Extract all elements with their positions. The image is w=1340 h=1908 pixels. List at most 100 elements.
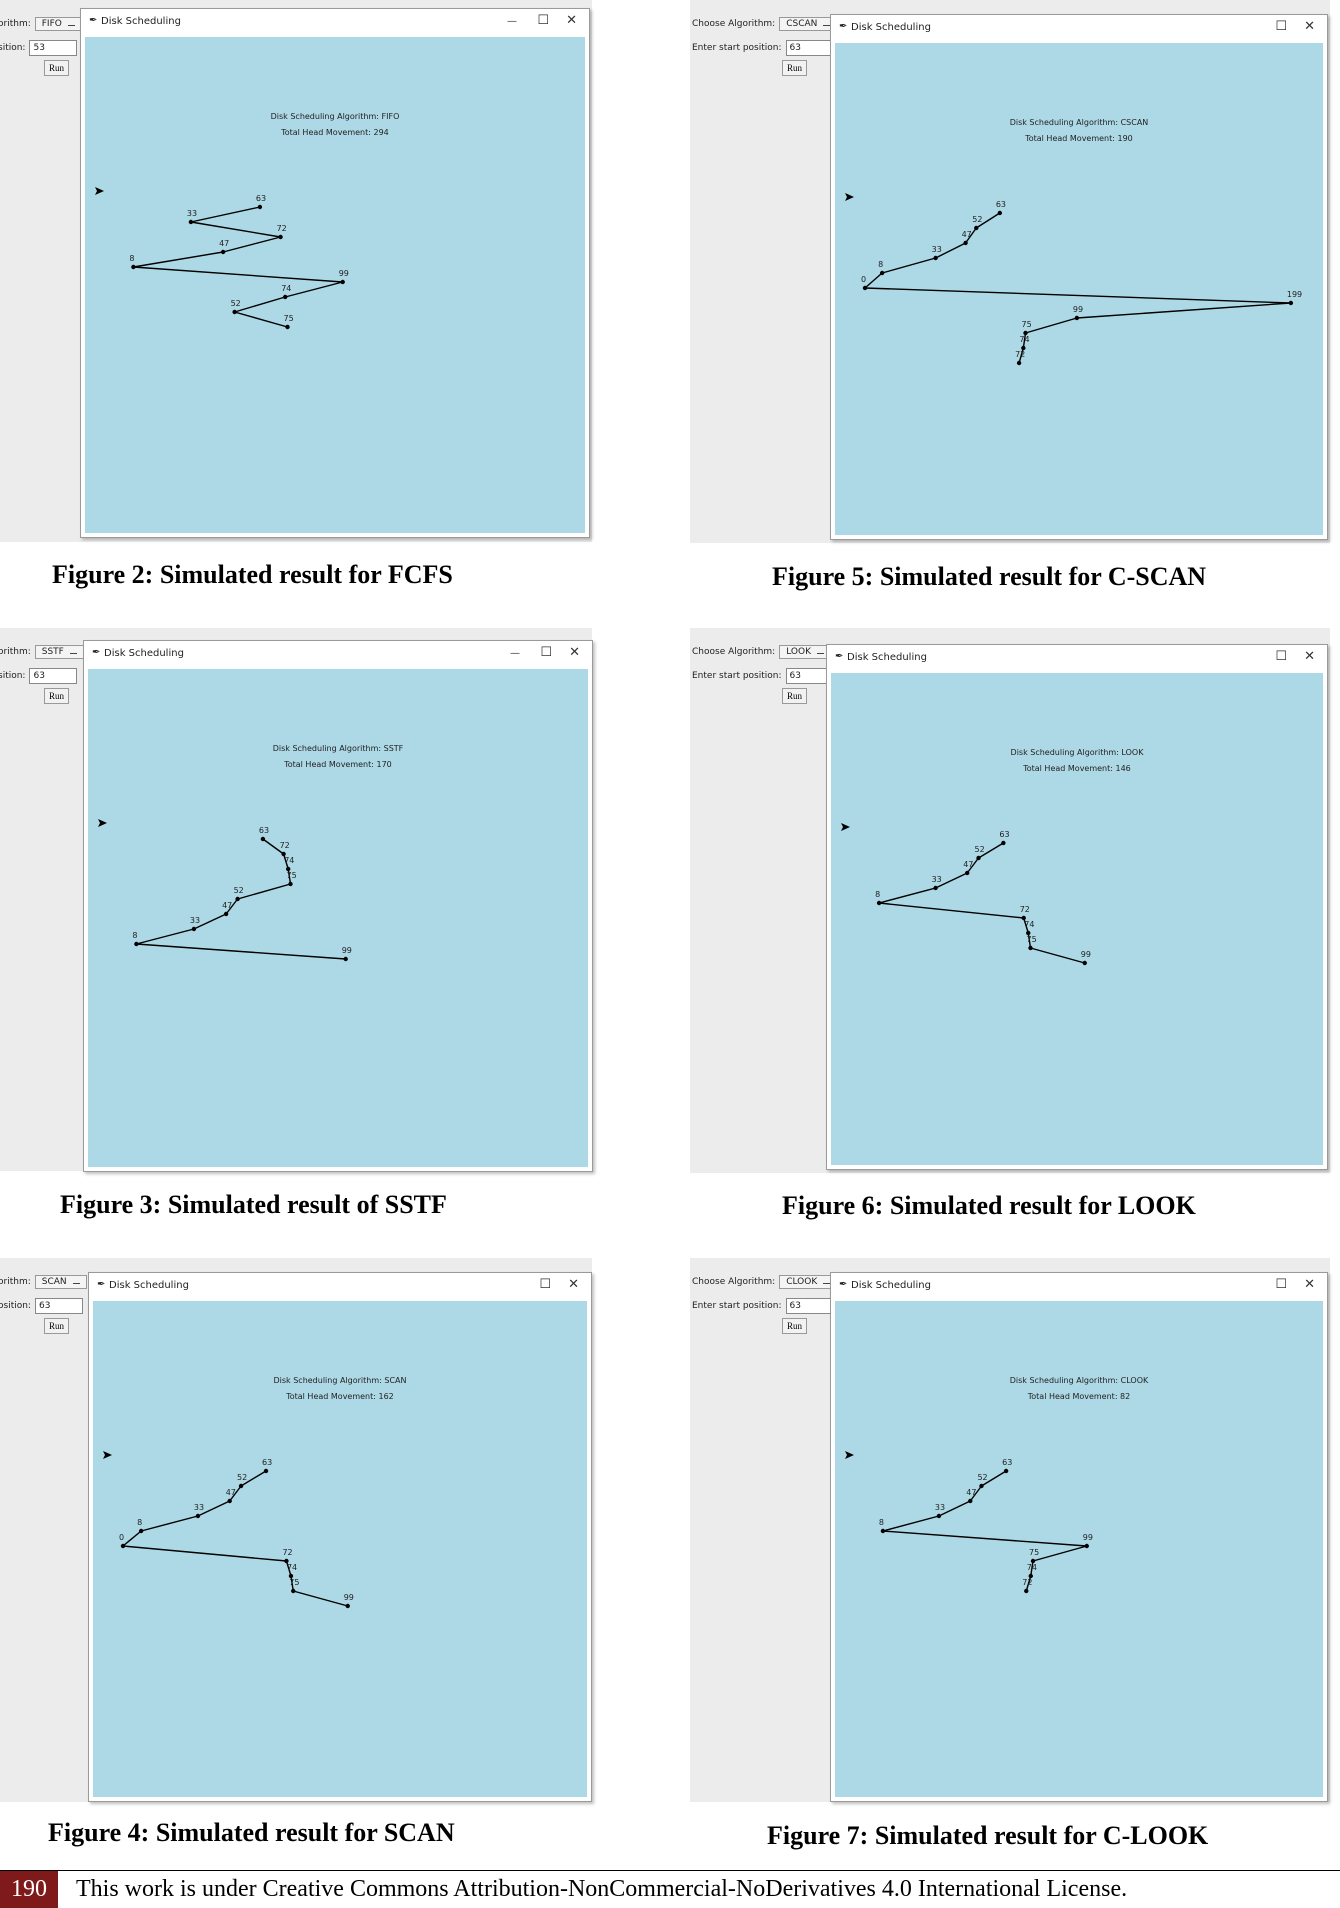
start-position-label: Enter start position: <box>692 43 782 53</box>
window-titlebar: ✒ Disk Scheduling — ☐ ✕ <box>81 9 589 35</box>
head-movement-segment <box>879 902 1024 919</box>
maximize-button[interactable]: ☐ <box>539 1277 551 1292</box>
close-button[interactable]: ✕ <box>568 1277 579 1292</box>
request-point <box>195 1513 201 1519</box>
point-label: 99 <box>1083 1533 1093 1542</box>
head-movement-segment <box>122 1530 142 1547</box>
point-label: 52 <box>972 215 982 224</box>
window-title: Disk Scheduling <box>851 22 931 33</box>
chart-subtitle: Total Head Movement: 294 <box>280 128 389 137</box>
chart-subtitle: Total Head Movement: 162 <box>285 1392 394 1401</box>
maximize-button[interactable]: ☐ <box>537 13 549 28</box>
feather-icon: ✒ <box>839 21 848 32</box>
head-movement-segment <box>1018 347 1025 364</box>
algorithm-select[interactable]: CSCAN <box>779 17 838 31</box>
head-movement-segment <box>293 1590 348 1607</box>
start-position-input[interactable]: 63 <box>785 40 834 56</box>
disk-scheduling-window: ✒ Disk Scheduling — ☐ ✕ Disk Scheduling Algor… <box>80 8 590 538</box>
head-movement-segment <box>1027 932 1032 949</box>
head-movement-segment <box>1032 1545 1087 1562</box>
point-label: 72 <box>282 1548 292 1557</box>
run-button[interactable]: Run <box>44 1318 70 1334</box>
start-position-input[interactable]: 63 <box>29 668 78 684</box>
request-point <box>232 309 237 315</box>
disk-scheduling-window: ✒ Disk Scheduling ☐ ✕ Disk Scheduling Algori… <box>826 644 1328 1170</box>
close-button[interactable]: ✕ <box>566 13 577 28</box>
algorithm-select[interactable]: CLOOK <box>779 1275 838 1289</box>
algorithm-row: orithm: SCAN <box>0 1275 87 1289</box>
close-button[interactable]: ✕ <box>1304 1277 1315 1292</box>
request-point <box>933 255 938 261</box>
request-point <box>284 1558 289 1564</box>
disk-scheduling-window: ✒ Disk Scheduling ☐ ✕ Disk Scheduling Algori… <box>88 1272 592 1802</box>
run-button[interactable]: Run <box>782 60 808 76</box>
head-movement-segment <box>190 221 281 238</box>
close-button[interactable]: ✕ <box>569 645 580 660</box>
algorithm-select[interactable]: SCAN <box>34 1275 87 1289</box>
head-movement-segment <box>193 913 227 930</box>
plot-canvas: Disk Scheduling Algorithm: SCAN Total Hea… <box>93 1301 587 1797</box>
request-point <box>227 1498 232 1504</box>
point-label: 0 <box>119 1533 124 1542</box>
request-point <box>1003 1468 1009 1474</box>
head-movement-segment <box>864 272 883 289</box>
start-position-input[interactable]: 63 <box>34 1298 83 1314</box>
figure-caption: Figure 7: Simulated result for C-LOOK <box>767 1821 1209 1850</box>
point-label: 99 <box>344 1593 354 1602</box>
head-movement-segment <box>882 1530 1087 1547</box>
maximize-button[interactable]: ☐ <box>1275 649 1287 664</box>
maximize-button[interactable]: ☐ <box>1275 1277 1287 1292</box>
head-movement-segment <box>136 943 346 960</box>
start-position-input[interactable]: 53 <box>29 40 78 56</box>
start-position-input[interactable]: 63 <box>785 1298 834 1314</box>
point-label: 8 <box>132 931 137 940</box>
point-label: 74 <box>287 1563 297 1572</box>
point-label: 47 <box>219 239 229 248</box>
point-label: 75 <box>1022 320 1032 329</box>
disk-scheduling-window: ✒ Disk Scheduling ☐ ✕ Disk Scheduling Algori… <box>830 14 1328 540</box>
run-button[interactable]: Run <box>44 688 70 704</box>
algorithm-select[interactable]: LOOK <box>779 645 831 659</box>
close-button[interactable]: ✕ <box>1304 649 1315 664</box>
start-position-label: sition: <box>0 671 26 681</box>
request-point <box>257 204 263 210</box>
feather-icon: ✒ <box>97 1279 106 1290</box>
minimize-button[interactable]: — <box>507 16 517 27</box>
algorithm-select[interactable]: FIFO <box>34 17 82 31</box>
disk-scheduling-window: ✒ Disk Scheduling — ☐ ✕ Disk Scheduling Algor… <box>83 640 593 1172</box>
head-movement-segment <box>282 853 289 870</box>
point-label: 47 <box>962 230 972 239</box>
algorithm-row: Choose Algorithm: CSCAN <box>692 17 838 31</box>
maximize-button[interactable]: ☐ <box>540 645 552 660</box>
run-button[interactable]: Run <box>782 1318 808 1334</box>
request-point <box>968 1498 973 1504</box>
head-movement-segment <box>237 883 291 900</box>
head-movement-segment <box>969 1485 983 1502</box>
algorithm-label: Choose Algorithm: <box>692 19 776 29</box>
chart-title: Disk Scheduling Algorithm: CSCAN <box>1010 118 1149 127</box>
request-point <box>1030 1558 1036 1564</box>
figure-caption: Figure 5: Simulated result for C-SCAN <box>772 562 1207 591</box>
head-movement-segment <box>1025 317 1078 334</box>
point-label: 72 <box>1015 350 1025 359</box>
algorithm-select[interactable]: SSTF <box>34 645 84 659</box>
run-button[interactable]: Run <box>782 688 808 704</box>
close-button[interactable]: ✕ <box>1304 19 1315 34</box>
request-point <box>120 1543 126 1549</box>
chart-subtitle: Total Head Movement: 146 <box>1022 764 1131 773</box>
plot-canvas: Disk Scheduling Algorithm: CLOOK Total He… <box>835 1301 1323 1797</box>
request-point <box>291 1588 296 1594</box>
cursor-arrow-icon <box>98 819 107 827</box>
head-movement-segment <box>140 1515 199 1532</box>
request-point <box>1288 300 1294 306</box>
minimize-button[interactable]: — <box>510 648 520 659</box>
figure-caption: Figure 4: Simulated result for SCAN <box>48 1818 455 1847</box>
request-point <box>285 324 290 330</box>
point-label: 63 <box>1002 1458 1012 1467</box>
run-button[interactable]: Run <box>44 60 70 76</box>
dropdown-arrow-icon <box>72 1279 80 1284</box>
point-label: 8 <box>137 1518 142 1527</box>
request-point <box>288 1573 294 1579</box>
maximize-button[interactable]: ☐ <box>1275 19 1287 34</box>
request-point <box>1024 1588 1029 1594</box>
